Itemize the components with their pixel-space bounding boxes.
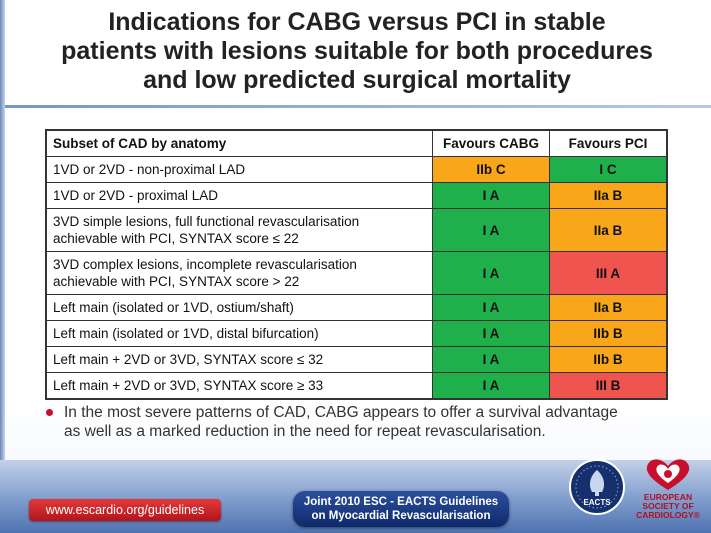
table-row: 3VD complex lesions, incomplete revascul…: [45, 251, 668, 295]
cabg-class-cell: I A: [432, 372, 550, 400]
esc-heart-icon: [646, 459, 690, 490]
subset-text: Left main + 2VD or 3VD, SYNTAX score ≤ 3…: [53, 352, 324, 367]
bullet-dot-icon: [46, 409, 53, 416]
title-line-2: patients with lesions suitable for both …: [61, 37, 653, 65]
subset-text: Left main (isolated or 1VD, distal bifur…: [53, 326, 319, 341]
cabg-class-cell: I A: [432, 346, 550, 373]
header-subset: Subset of CAD by anatomy: [45, 129, 433, 157]
esc-logo: EUROPEAN SOCIETY OF CARDIOLOGY®: [636, 455, 700, 529]
title-line-3: and low predicted surgical mortality: [143, 66, 571, 94]
subset-cell: 3VD complex lesions, incomplete revascul…: [45, 251, 433, 295]
recommendations-table: Subset of CAD by anatomy Favours CABG Fa…: [45, 129, 668, 400]
guidelines-url-link[interactable]: www.escardio.org/guidelines: [29, 499, 221, 521]
summary-bullet: In the most severe patterns of CAD, CABG…: [46, 403, 704, 441]
subset-cell: Left main + 2VD or 3VD, SYNTAX score ≥ 3…: [45, 372, 433, 400]
table-header-row: Subset of CAD by anatomy Favours CABG Fa…: [45, 129, 668, 157]
subset-cell: Left main + 2VD or 3VD, SYNTAX score ≤ 3…: [45, 346, 433, 373]
cabg-class-cell: IIb C: [432, 156, 550, 183]
table-row: 1VD or 2VD - non-proximal LAD IIb C I C: [45, 156, 668, 183]
table-row: Left main (isolated or 1VD, ostium/shaft…: [45, 294, 668, 321]
pci-class-cell: III A: [549, 251, 668, 295]
subset-text: Left main + 2VD or 3VD, SYNTAX score ≥ 3…: [53, 378, 324, 393]
subset-cell: 1VD or 2VD - non-proximal LAD: [45, 156, 433, 183]
subset-cell: Left main (isolated or 1VD, ostium/shaft…: [45, 294, 433, 321]
header-favours-pci: Favours PCI: [549, 129, 668, 157]
title-line-1: Indications for CABG versus PCI in stabl…: [108, 8, 606, 36]
eacts-logo: EACTS: [569, 459, 625, 515]
table-row: Left main + 2VD or 3VD, SYNTAX score ≤ 3…: [45, 346, 668, 373]
guidelines-badge-line-2: on Myocardial Revascularisation: [311, 510, 491, 522]
pci-class-cell: IIb B: [549, 346, 668, 373]
pci-class-cell: IIa B: [549, 182, 668, 209]
subset-text: Left main (isolated or 1VD, ostium/shaft…: [53, 300, 294, 315]
cabg-class-cell: I A: [432, 251, 550, 295]
header-favours-cabg: Favours CABG: [432, 129, 550, 157]
subset-text-line-2: achievable with PCI, SYNTAX score ≤ 22: [53, 231, 299, 246]
guidelines-title-badge: Joint 2010 ESC - EACTS Guidelines on Myo…: [293, 491, 509, 527]
cabg-class-cell: I A: [432, 182, 550, 209]
subset-text-line-1: 3VD complex lesions, incomplete revascul…: [53, 257, 357, 272]
table-row: 1VD or 2VD - proximal LAD I A IIa B: [45, 182, 668, 209]
table-row: Left main (isolated or 1VD, distal bifur…: [45, 320, 668, 347]
esc-wordmark: EUROPEAN SOCIETY OF CARDIOLOGY®: [636, 493, 700, 520]
table-row: 3VD simple lesions, full functional reva…: [45, 208, 668, 252]
cabg-class-cell: I A: [432, 320, 550, 347]
subset-text-line-2: achievable with PCI, SYNTAX score > 22: [53, 274, 300, 289]
slide-title: Indications for CABG versus PCI in stabl…: [14, 8, 700, 95]
left-edge-decoration: [0, 0, 5, 533]
subset-text: 1VD or 2VD - proximal LAD: [53, 188, 219, 203]
subset-cell: 3VD simple lesions, full functional reva…: [45, 208, 433, 252]
pci-class-cell: IIa B: [549, 208, 668, 252]
subset-text: 1VD or 2VD - non-proximal LAD: [53, 162, 246, 177]
bullet-text-line-2: as well as a marked reduction in the nee…: [64, 423, 546, 440]
subset-cell: Left main (isolated or 1VD, distal bifur…: [45, 320, 433, 347]
table-row: Left main + 2VD or 3VD, SYNTAX score ≥ 3…: [45, 372, 668, 400]
pci-class-cell: III B: [549, 372, 668, 400]
subset-cell: 1VD or 2VD - proximal LAD: [45, 182, 433, 209]
esc-wordmark-line-1: EUROPEAN: [643, 492, 693, 502]
cabg-class-cell: I A: [432, 208, 550, 252]
esc-wordmark-line-3: CARDIOLOGY®: [636, 510, 700, 520]
pci-class-cell: IIa B: [549, 294, 668, 321]
eacts-logo-label: EACTS: [583, 498, 611, 507]
pci-class-cell: I C: [549, 156, 668, 183]
subset-text-line-1: 3VD simple lesions, full functional reva…: [53, 214, 360, 229]
bullet-text-line-1: In the most severe patterns of CAD, CABG…: [64, 404, 618, 421]
title-divider: [5, 105, 711, 108]
guidelines-badge-line-1: Joint 2010 ESC - EACTS Guidelines: [303, 496, 499, 508]
esc-wordmark-line-2: SOCIETY OF: [642, 501, 694, 511]
pci-class-cell: IIb B: [549, 320, 668, 347]
cabg-class-cell: I A: [432, 294, 550, 321]
